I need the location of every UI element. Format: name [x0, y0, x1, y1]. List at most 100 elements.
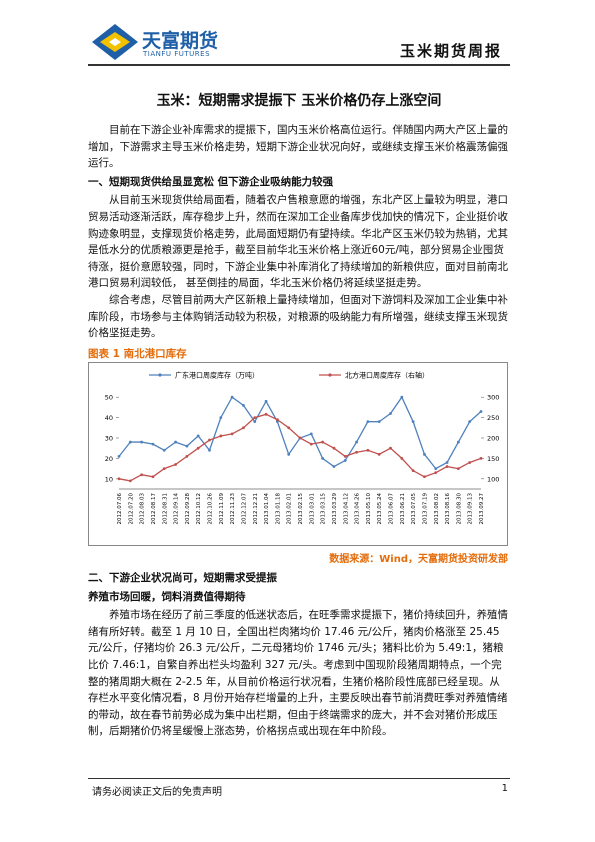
series-point: [264, 399, 268, 403]
series-point: [343, 454, 347, 458]
series-point: [185, 454, 189, 458]
x-tick-label: 2013.03.15: [321, 493, 327, 525]
body-text: 目前在下游企业补库需求的提振下，国内玉米价格高位运行。伴随国内两大产区上量的增加…: [88, 122, 510, 342]
series-point: [174, 463, 177, 466]
page-number: 1: [501, 783, 508, 794]
series-point: [434, 471, 438, 475]
series-point: [275, 418, 279, 422]
series-point: [309, 432, 313, 436]
series-point: [366, 448, 370, 452]
x-tick-label: 2012.12.07: [241, 493, 247, 525]
x-tick-label: 2012.12.21: [253, 493, 259, 525]
x-tick-label: 2013.06.07: [389, 493, 395, 525]
x-tick-label: 2013.04.26: [355, 493, 361, 525]
series-point: [400, 395, 404, 399]
series-point: [219, 416, 223, 419]
source: 数据来源：Wind，天富期货投资研发部: [329, 554, 508, 565]
x-tick-label: 2013.02.01: [287, 493, 293, 525]
series-point: [456, 467, 460, 470]
x-tick-label: 2012.08.17: [151, 493, 157, 525]
series-point: [355, 450, 358, 454]
y-tick-label: 30: [105, 435, 113, 443]
series-point: [434, 467, 438, 470]
x-tick-label: 2012.11.23: [230, 493, 236, 525]
paragraph: 综合考虑，尽管目前两大产区新粮上量持续增加，但面对下游饲料及深加工企业集中补库阶…: [88, 293, 508, 340]
series-point: [242, 403, 245, 407]
series-point: [423, 452, 426, 456]
body-text: 二、下游企业状况尚可，短期需求受提振 养殖市场回暖，饲料消费值得期待 养殖市场在经历…: [88, 568, 510, 740]
series-point: [242, 426, 245, 430]
legend-swatch: [158, 373, 162, 377]
figure-caption: 图表 1 南北港口库存: [88, 348, 187, 360]
series-point: [377, 452, 381, 456]
legend-label: 北方港口周度库存（右轴）: [345, 371, 429, 380]
x-tick-label: 2013.09.27: [479, 493, 485, 525]
series-point: [128, 440, 132, 444]
series-point: [479, 457, 483, 460]
series-point: [151, 442, 155, 446]
series-point: [468, 461, 472, 464]
series-point: [128, 479, 132, 483]
footer-rule: [88, 778, 510, 779]
x-tick-label: 2013.01.04: [264, 493, 270, 525]
legend-swatch: [328, 373, 332, 377]
paragraph: 从目前玉米现货供给局面看，随着农户售粮意愿的增强，东北产区上量较为明显，港口贸易…: [88, 194, 508, 290]
y2-tick-label: 150: [487, 455, 499, 463]
series-point: [196, 434, 200, 438]
logo-sub: TIANFU FUTURES: [143, 50, 211, 58]
series-point: [332, 446, 336, 450]
y-tick-label: 10: [105, 475, 113, 483]
section-heading: 养殖市场回暖，饲料消费值得期待: [88, 590, 246, 603]
series-point: [355, 440, 358, 444]
series-line: [118, 413, 482, 482]
series-point: [140, 440, 144, 444]
y2-tick-label: 100: [487, 475, 499, 483]
series-point: [162, 467, 166, 470]
series-point: [253, 420, 257, 424]
x-tick-label: 2013.08.16: [445, 493, 451, 525]
doc-title: 玉米：短期需求提振下 玉米价格仍存上涨空间: [156, 93, 442, 109]
series-point: [253, 416, 257, 419]
chart: 10 20 30 40 50 100 150 200 250 300 2012.07.06 2012.…: [105, 371, 500, 525]
logo-name: 天富期货: [142, 30, 219, 52]
paragraph: 目前在下游企业补库需求的提振下，国内玉米价格高位运行。伴随国内两大产区上量的增加…: [88, 124, 508, 170]
series-point: [321, 457, 325, 460]
series-point: [264, 412, 268, 416]
series-point: [162, 448, 166, 452]
x-tick-label: 2013.08.02: [434, 493, 440, 525]
series-point: [230, 432, 234, 436]
series-point: [479, 410, 483, 413]
series-point: [298, 436, 302, 440]
y-tick-label: 50: [105, 394, 113, 402]
y-tick-label: 20: [105, 455, 113, 463]
x-tick-label: 2013.07.05: [411, 493, 417, 525]
x-tick-label: 2012.08.03: [140, 493, 146, 525]
x-tick-label: 2012.09.14: [174, 493, 180, 525]
x-tick-label: 2012.07.06: [117, 493, 123, 525]
series-point: [411, 469, 415, 473]
x-tick-label: 2013.03.29: [332, 493, 338, 525]
series-point: [423, 475, 426, 479]
y-tick-label: 40: [105, 414, 113, 422]
series-point: [321, 440, 325, 444]
series-point: [208, 448, 211, 452]
disclaimer: 请务必阅读正文后的免责声明: [92, 787, 222, 798]
series-point: [117, 477, 121, 481]
legend-label: 广东港口周度库存（万吨）: [175, 371, 259, 380]
x-tick-label: 2012.09.28: [185, 493, 191, 525]
series-point: [151, 475, 155, 479]
series-point: [366, 420, 370, 424]
series-point: [389, 446, 392, 450]
x-tick-label: 2013.02.15: [298, 493, 304, 525]
series-point: [456, 440, 460, 444]
x-tick-label: 2013.03.01: [309, 493, 315, 525]
series-point: [275, 420, 279, 424]
series-point: [400, 457, 404, 460]
x-tick-label: 2013.06.21: [400, 493, 406, 525]
series-point: [196, 446, 200, 450]
series-point: [343, 459, 347, 462]
series-point: [208, 438, 211, 442]
x-tick-label: 2013.04.12: [343, 493, 349, 525]
x-tick-label: 2012.10.26: [208, 493, 214, 525]
series-point: [411, 420, 415, 424]
